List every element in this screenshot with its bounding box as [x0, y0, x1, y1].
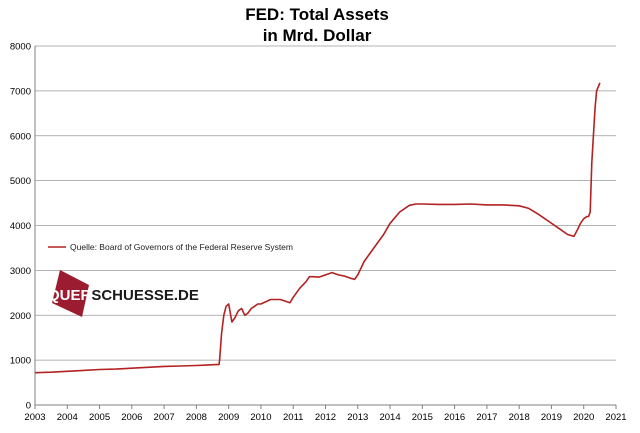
y-tick-label-1000: 1000 [10, 356, 31, 367]
x-tick-label-2004: 2004 [57, 412, 78, 423]
x-tick-label-2016: 2016 [444, 412, 465, 423]
x-tick-label-2015: 2015 [412, 412, 433, 423]
x-tick-label-2020: 2020 [573, 412, 594, 423]
watermark-logo: QUERSCHUESSE.DE [48, 270, 199, 317]
legend-entry-label: Quelle: Board of Governors of the Federa… [70, 242, 293, 252]
y-tick-label-2000: 2000 [10, 311, 31, 322]
gridlines [35, 45, 616, 361]
x-tick-label-2008: 2008 [186, 412, 207, 423]
x-tick-label-2006: 2006 [121, 412, 142, 423]
x-tick-label-2021: 2021 [605, 412, 626, 423]
logo-text-quer: QUER [48, 287, 92, 304]
series-group [34, 82, 601, 374]
chart-title-line-1: FED: Total Assets [245, 5, 389, 24]
x-tick-label-2013: 2013 [347, 412, 368, 423]
y-tick-label-8000: 8000 [10, 42, 31, 53]
x-tick-label-2010: 2010 [250, 412, 271, 423]
logo-text-schuesse: SCHUESSE.DE [91, 287, 199, 304]
x-tick-label-2009: 2009 [218, 412, 239, 423]
y-tick-label-3000: 3000 [10, 266, 31, 277]
x-tick-label-2011: 2011 [283, 412, 303, 423]
x-tick-label-2007: 2007 [154, 412, 175, 423]
y-tick-label-7000: 7000 [10, 86, 31, 97]
x-tick-label-2019: 2019 [541, 412, 562, 423]
y-tick-label-5000: 5000 [10, 176, 31, 187]
x-tick-label-2005: 2005 [89, 412, 110, 423]
y-tick-label-0: 0 [26, 401, 31, 412]
legend: Quelle: Board of Governors of the Federa… [48, 242, 293, 252]
chart-title-line-2: in Mrd. Dollar [263, 26, 372, 45]
series-line-0 [34, 82, 601, 374]
x-axis-ticks: 2003 2004 2005 2006 2007 2008 2009 2010 2011 2012… [24, 405, 627, 423]
x-tick-label-2003: 2003 [24, 412, 45, 423]
x-tick-label-2018: 2018 [509, 412, 530, 423]
logo-square [52, 270, 89, 317]
logo-text: QUERSCHUESSE.DE [48, 287, 199, 304]
x-tick-label-2012: 2012 [315, 412, 336, 423]
y-axis-ticks: 0 1000 2000 3000 4000 5000 6000 7000 8000 [10, 42, 31, 412]
y-tick-label-4000: 4000 [10, 221, 31, 232]
x-tick-label-2014: 2014 [379, 412, 400, 423]
y-tick-label-6000: 6000 [10, 131, 31, 142]
x-tick-label-2017: 2017 [476, 412, 497, 423]
